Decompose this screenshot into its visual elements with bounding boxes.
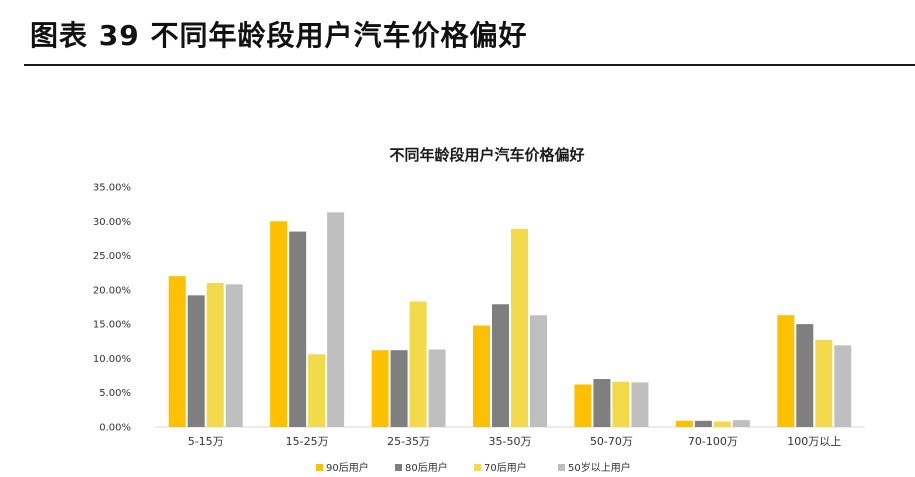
- bar: [206, 283, 224, 427]
- bar: [593, 379, 611, 427]
- bar: [815, 339, 833, 427]
- legend-swatch: [474, 464, 481, 471]
- y-tick-label: 30.00%: [93, 217, 131, 228]
- bar: [428, 349, 446, 427]
- bar: [390, 350, 408, 427]
- bar: [732, 420, 750, 427]
- legend-label: 90后用户: [326, 461, 369, 474]
- bar: [270, 221, 288, 427]
- legend-label: 70后用户: [484, 461, 527, 474]
- x-tick-label: 70-100万: [688, 435, 738, 448]
- x-axis: 5-15万 15-25万 25-35万 35-50万 50-70万 70-100万 100万…: [155, 426, 865, 448]
- legend-swatch: [395, 464, 402, 471]
- bar: [225, 284, 243, 427]
- x-tick-label: 100万以上: [787, 435, 841, 448]
- bar: [327, 212, 345, 427]
- chart-title: 不同年龄段用户汽车价格偏好: [389, 146, 584, 164]
- legend: 90后用户 80后用户 70后用户 50岁以上用户: [316, 461, 631, 474]
- bar: [473, 325, 490, 427]
- bars: [168, 212, 852, 427]
- bar: [409, 301, 427, 427]
- bar: [777, 315, 795, 427]
- bar: [574, 384, 592, 427]
- x-tick-label: 50-70万: [590, 435, 633, 448]
- figure-header: 图表 39 不同年龄段用户汽车价格偏好: [30, 19, 528, 52]
- y-tick-label: 25.00%: [93, 251, 131, 262]
- bar: [289, 231, 307, 427]
- y-tick-label: 35.00%: [93, 183, 131, 194]
- bar: [530, 315, 547, 427]
- bar: [492, 304, 509, 427]
- bar: [796, 324, 814, 427]
- y-axis: 0.00% 5.00% 10.00% 15.00% 20.00% 25.00% 30.00%…: [93, 183, 131, 434]
- legend-label: 50岁以上用户: [568, 461, 631, 474]
- x-tick-label: 15-25万: [286, 435, 329, 448]
- legend-label: 80后用户: [405, 461, 448, 474]
- y-tick-label: 5.00%: [99, 388, 131, 399]
- x-tick-label: 35-50万: [489, 435, 532, 448]
- bar: [308, 354, 326, 427]
- bar: [371, 350, 389, 427]
- y-tick-label: 15.00%: [93, 320, 131, 331]
- bar: [631, 382, 649, 427]
- bar: [187, 295, 205, 427]
- bar: [834, 345, 852, 427]
- bar: [168, 276, 186, 427]
- bar: [694, 420, 712, 427]
- bar: [713, 421, 731, 427]
- bar: [612, 381, 630, 427]
- legend-swatch: [316, 464, 323, 471]
- legend-swatch: [558, 464, 565, 471]
- x-tick-label: 25-35万: [387, 435, 430, 448]
- y-tick-label: 10.00%: [93, 354, 131, 365]
- bar: [675, 420, 693, 427]
- y-tick-label: 0.00%: [99, 423, 131, 434]
- y-tick-label: 20.00%: [93, 285, 131, 296]
- bar: [511, 228, 528, 427]
- x-tick-label: 5-15万: [188, 435, 224, 448]
- header-divider: [24, 64, 915, 66]
